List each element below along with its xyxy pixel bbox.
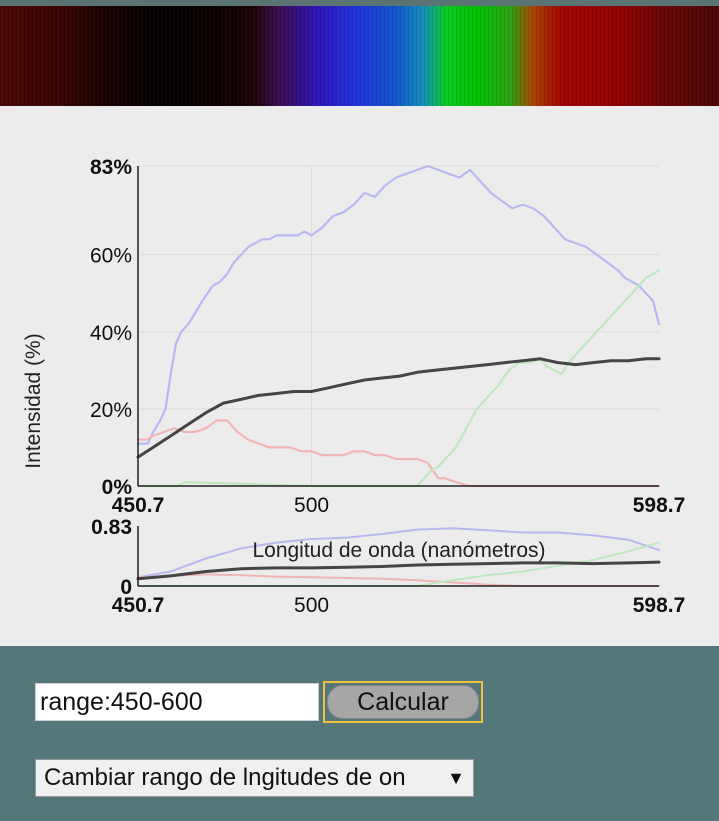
calculate-button-focus-ring: Calcular xyxy=(323,681,483,723)
overview-chart-series xyxy=(136,527,661,587)
main-chart-grid xyxy=(138,165,659,486)
overview-series-line-0 xyxy=(137,527,660,579)
calculate-button[interactable]: Calcular xyxy=(327,685,479,719)
overview-x-tick-label: 598.7 xyxy=(633,594,686,617)
range-input[interactable] xyxy=(35,683,319,721)
main-x-tick-label: 450.7 xyxy=(112,494,165,517)
overview-chart-axes xyxy=(137,526,659,587)
x-axis-title: Longitud de onda (nanómetros) xyxy=(252,539,545,562)
wavelength-range-select-label: Cambiar rango de lngitudes de on xyxy=(44,764,406,791)
main-x-tick-label: 500 xyxy=(294,494,329,517)
main-x-tick-label: 598.7 xyxy=(633,494,686,517)
overview-x-tick-label: 500 xyxy=(294,594,329,617)
main-y-tick-label: 20% xyxy=(90,399,132,422)
main-y-tick-label: 40% xyxy=(90,322,132,345)
wavelength-range-select[interactable]: Cambiar rango de lngitudes de on ▼ xyxy=(35,759,474,797)
main-series-line-2 xyxy=(136,269,661,488)
overview-y-tick-label: 0.83 xyxy=(91,516,132,539)
main-chart-ticks: 0% 20% 40% 60% 83% 450.7 500 598.7 xyxy=(90,156,685,517)
main-series-line-3 xyxy=(136,357,661,459)
spectrum-image xyxy=(0,0,719,106)
overview-series-line-2 xyxy=(137,541,660,587)
overview-chart-ticks: 0 0.83 450.7 500 598.7 xyxy=(91,516,685,617)
overview-y-tick-label: 0 xyxy=(120,576,132,599)
main-chart-axes xyxy=(137,166,659,487)
main-series-line-1 xyxy=(136,419,661,488)
overview-x-tick-label: 450.7 xyxy=(112,594,165,617)
intensity-chart: 0% 20% 40% 60% 83% 450.7 500 598.7 Intensidad (… xyxy=(22,156,685,617)
main-chart-series xyxy=(136,164,661,488)
chevron-down-icon: ▼ xyxy=(447,767,465,788)
main-series-line-0 xyxy=(136,164,661,445)
chart-panel: 0% 20% 40% 60% 83% 450.7 500 598.7 Intensidad (… xyxy=(0,106,719,646)
overview-series-line-3 xyxy=(136,560,661,581)
main-y-tick-label: 83% xyxy=(90,156,132,179)
overview-series-line-1 xyxy=(137,573,660,587)
main-y-tick-label: 0% xyxy=(102,476,133,499)
y-axis-title: Intensidad (%) xyxy=(22,333,45,468)
main-y-tick-label: 60% xyxy=(90,245,132,268)
